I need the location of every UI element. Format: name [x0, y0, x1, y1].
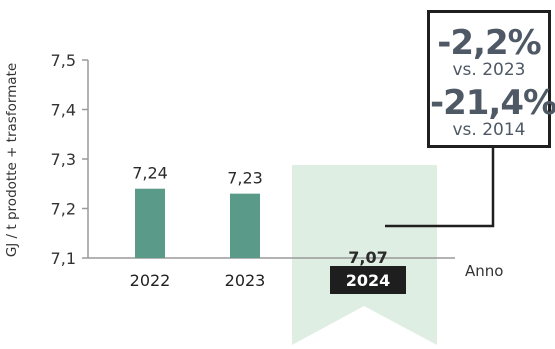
change-vs-2023-label: vs. 2023: [452, 60, 526, 80]
bar-2023: [230, 193, 260, 258]
change-vs-2014-label: vs. 2014: [452, 120, 526, 140]
callout-connector-line: [385, 148, 495, 228]
bars: [135, 188, 260, 258]
change-vs-2023-value: -2,2%: [437, 23, 541, 63]
x-tick-highlight-bg: [330, 266, 406, 294]
y-axis-title: GJ / t prodotte + trasformate: [4, 63, 20, 257]
data-label-2024: 7,07: [348, 248, 387, 267]
x-tick-label-2023: 2023: [225, 271, 266, 290]
y-tick-label: 7,4: [51, 101, 76, 120]
data-label-2022: 7,24: [132, 164, 168, 183]
x-axis-title: Anno: [465, 262, 503, 280]
highlight-banner-2024: [292, 165, 437, 345]
x-tick-label-2024: 2024: [346, 271, 391, 290]
bar-2022: [135, 188, 165, 258]
y-tick-label: 7,5: [51, 51, 76, 70]
y-tick-label: 7,3: [51, 150, 76, 169]
y-tick-label: 7,2: [51, 200, 76, 219]
data-label-2023: 7,23: [227, 169, 263, 188]
axes: 7,1 7,2 7,3 7,4 7,5 GJ / t prodotte + trasfor…: [4, 51, 503, 280]
y-tick-label: 7,1: [51, 249, 76, 268]
change-vs-2014-value: -21,4%: [430, 83, 555, 123]
x-tick-label-2022: 2022: [130, 271, 171, 290]
change-callout-box: -2,2% vs. 2023 -21,4% vs. 2014: [427, 10, 555, 148]
labels: 7,24 2022 7,23 2023 7,07 2024: [130, 164, 406, 294]
